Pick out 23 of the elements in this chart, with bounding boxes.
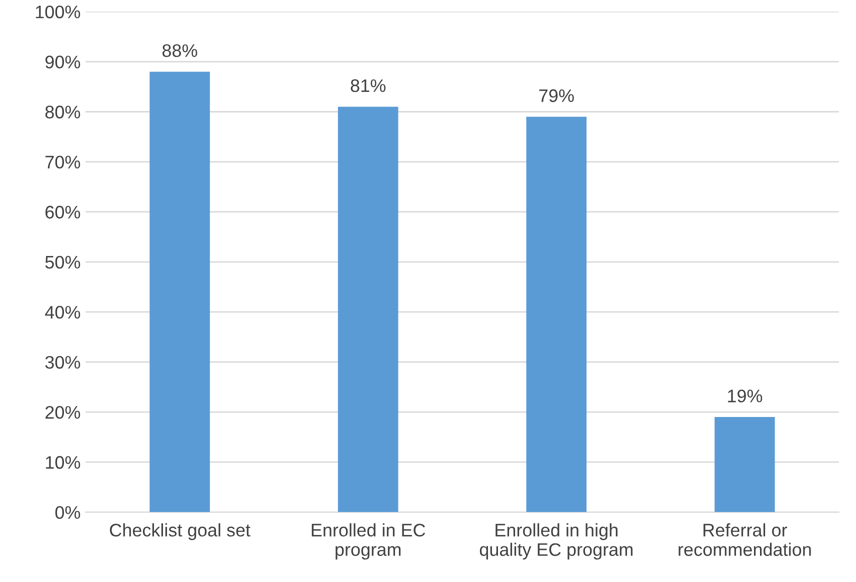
y-tick-label: 20%	[46, 406, 80, 419]
data-label: 88%	[162, 44, 198, 58]
x-tick-label: Enrolled in high quality EC program	[480, 523, 632, 560]
y-tick-label: 50%	[45, 256, 80, 269]
y-tick-label: 60%	[46, 206, 80, 219]
x-tick-label: Enrolled in EC program	[312, 523, 426, 560]
bar	[338, 106, 398, 512]
y-tick-label: 90%	[45, 56, 80, 68]
x-tick-label: Checklist goal set	[110, 523, 250, 540]
bar	[150, 72, 210, 512]
x-tick-label: Referral or recommendation	[678, 523, 811, 556]
y-tick-label: 40%	[45, 306, 80, 319]
data-label: 81%	[350, 79, 386, 92]
bar	[526, 116, 587, 512]
y-tick-label: 100%	[36, 6, 80, 18]
y-tick-label: 10%	[46, 456, 80, 469]
y-tick-label: 80%	[45, 106, 80, 118]
y-tick-label: 0%	[55, 506, 80, 519]
data-label: 19%	[728, 390, 762, 402]
y-tick-label: 30%	[45, 356, 80, 369]
y-tick-label: 70%	[46, 156, 80, 169]
bar	[714, 417, 775, 512]
data-label: 79%	[539, 89, 574, 102]
